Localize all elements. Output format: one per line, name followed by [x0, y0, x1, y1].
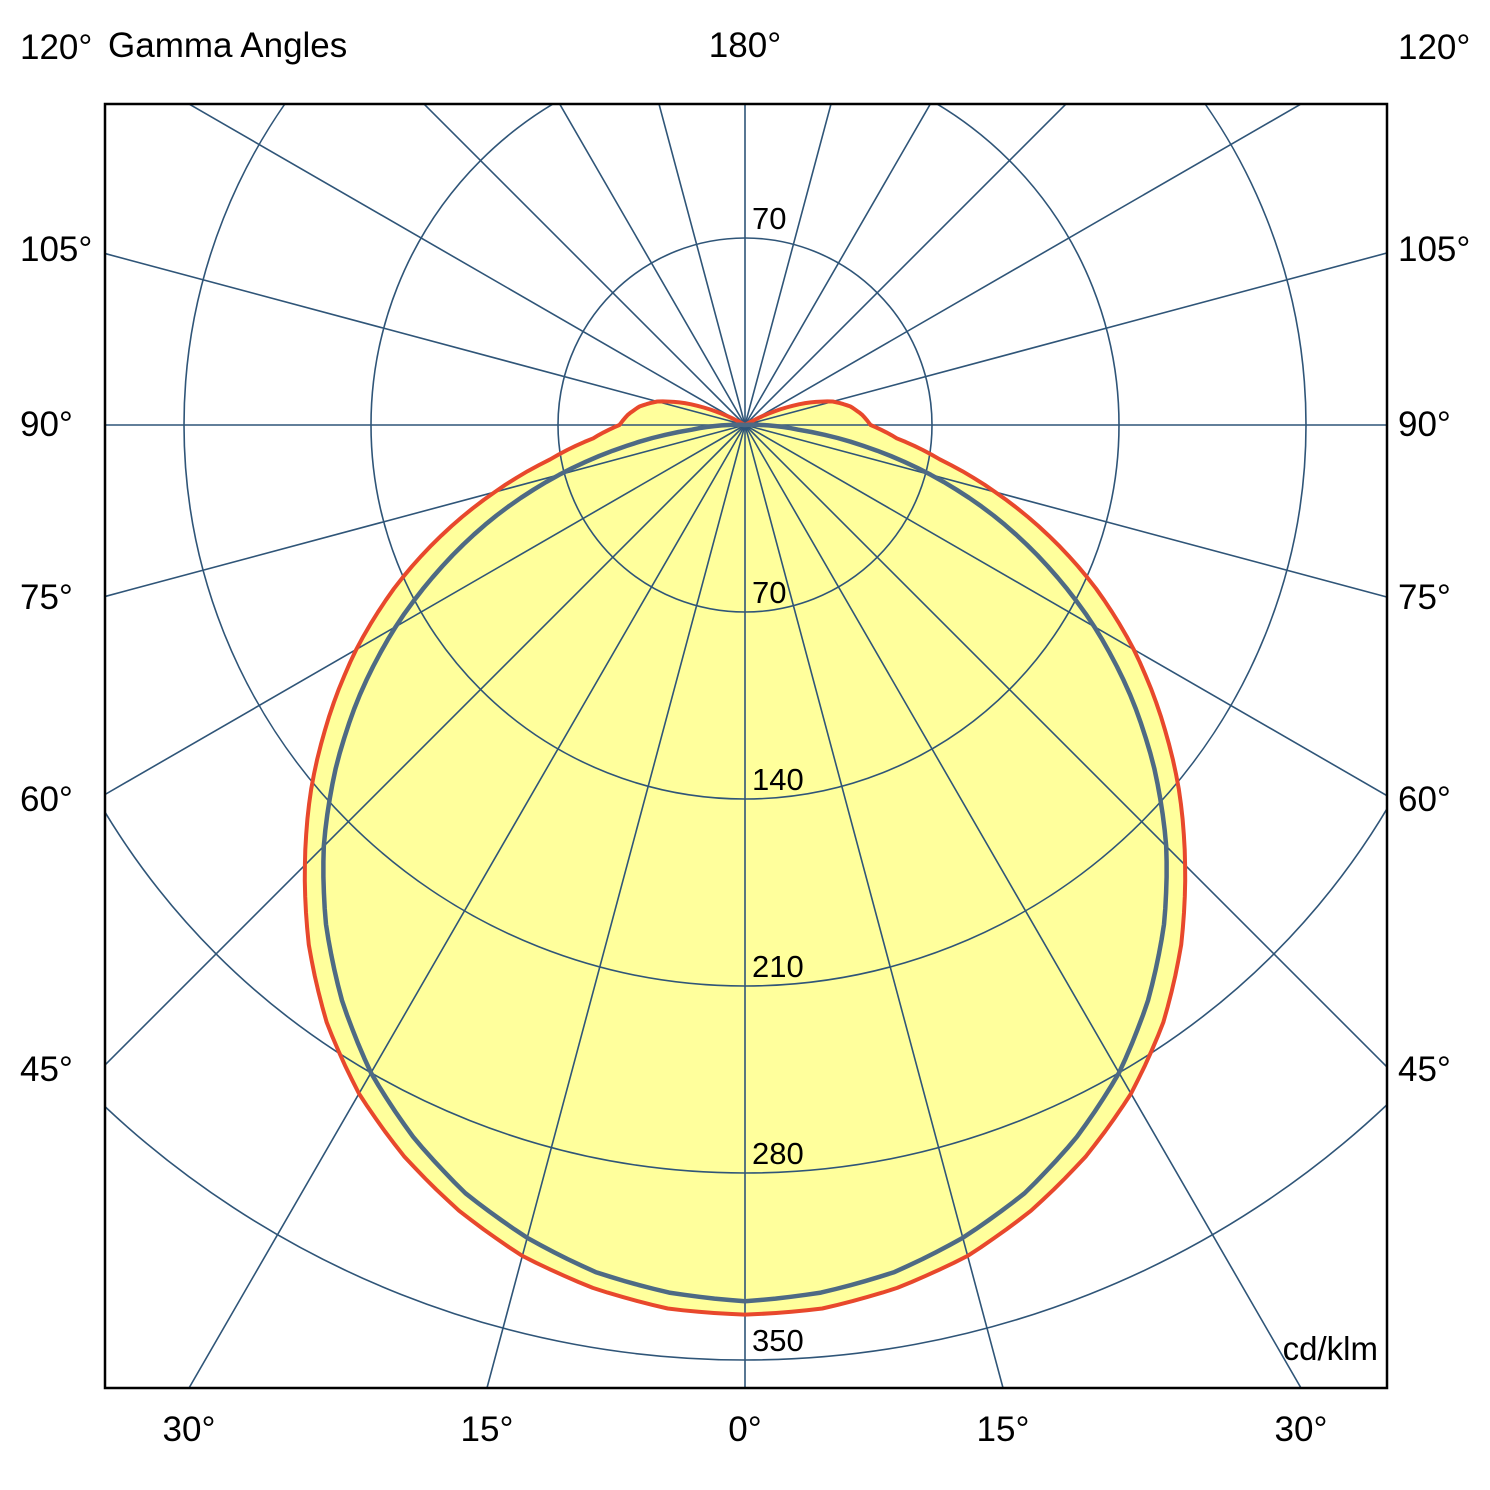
- gamma-ray-line: [105, 424, 746, 796]
- gamma-ray-line: [744, 424, 1302, 1388]
- gamma-angle-label: 60°: [1398, 780, 1451, 819]
- gamma-ray-line: [187, 104, 746, 426]
- gamma-angle-label: 45°: [20, 1050, 73, 1089]
- gamma-angle-label: 45°: [1398, 1050, 1451, 1089]
- c-angle-label: 30°: [162, 1410, 216, 1449]
- gamma-angle-label: 105°: [1398, 230, 1471, 269]
- gamma-angle-label: 120°: [20, 28, 93, 67]
- gamma-ray-line: [744, 104, 932, 426]
- gamma-angle-label: 120°: [1398, 28, 1471, 67]
- ring-value-label: 70: [752, 575, 786, 610]
- gamma-ray-line: [744, 424, 1387, 598]
- gamma-ray-line: [658, 104, 746, 426]
- c-angle-label: 0°: [728, 1410, 762, 1449]
- gamma-ray-line: [744, 424, 1004, 1388]
- c-angle-label: 15°: [976, 1410, 1030, 1449]
- ring-value-label: 280: [752, 1136, 804, 1171]
- gamma-angle-label: 60°: [20, 780, 73, 819]
- gamma-angle-label: 105°: [20, 230, 93, 269]
- gamma-ray-line: [188, 424, 746, 1388]
- ring-value-label: 210: [752, 949, 804, 984]
- top-center-angle-label: 180°: [708, 26, 782, 65]
- ring-value-label: 350: [752, 1323, 804, 1358]
- gamma-ray-line: [744, 424, 1387, 797]
- ring-value-label: 140: [752, 762, 804, 797]
- gamma-ray-line: [744, 252, 1387, 426]
- chart-title: Gamma Angles: [108, 26, 348, 65]
- plot-frame: [103, 102, 1389, 1390]
- gamma-angle-label: 90°: [1398, 405, 1451, 444]
- gamma-ray-line: [105, 252, 746, 426]
- gamma-ray-line: [422, 104, 746, 426]
- gamma-ray-line: [744, 104, 832, 426]
- c0-c180-curve: [302, 399, 1188, 1317]
- gamma-ray-line: [105, 424, 746, 1067]
- c90-c270-curve: [321, 422, 1169, 1304]
- gamma-ray-line: [105, 424, 746, 598]
- gamma-ray-line: [744, 104, 1068, 426]
- gamma-ray-line: [486, 424, 746, 1388]
- gamma-ray-line: [744, 424, 1387, 1069]
- gamma-angle-label: 75°: [1398, 578, 1451, 617]
- c-angle-label: 30°: [1274, 1410, 1328, 1449]
- gamma-angle-label: 75°: [20, 578, 73, 617]
- gamma-ray-line: [558, 104, 746, 426]
- gamma-ray-line: [744, 104, 1303, 426]
- gamma-angle-label: 90°: [20, 405, 73, 444]
- ring-value-label: 70: [752, 201, 786, 236]
- unit-label: cd/klm: [1282, 1330, 1378, 1367]
- c-angle-label: 15°: [460, 1410, 514, 1449]
